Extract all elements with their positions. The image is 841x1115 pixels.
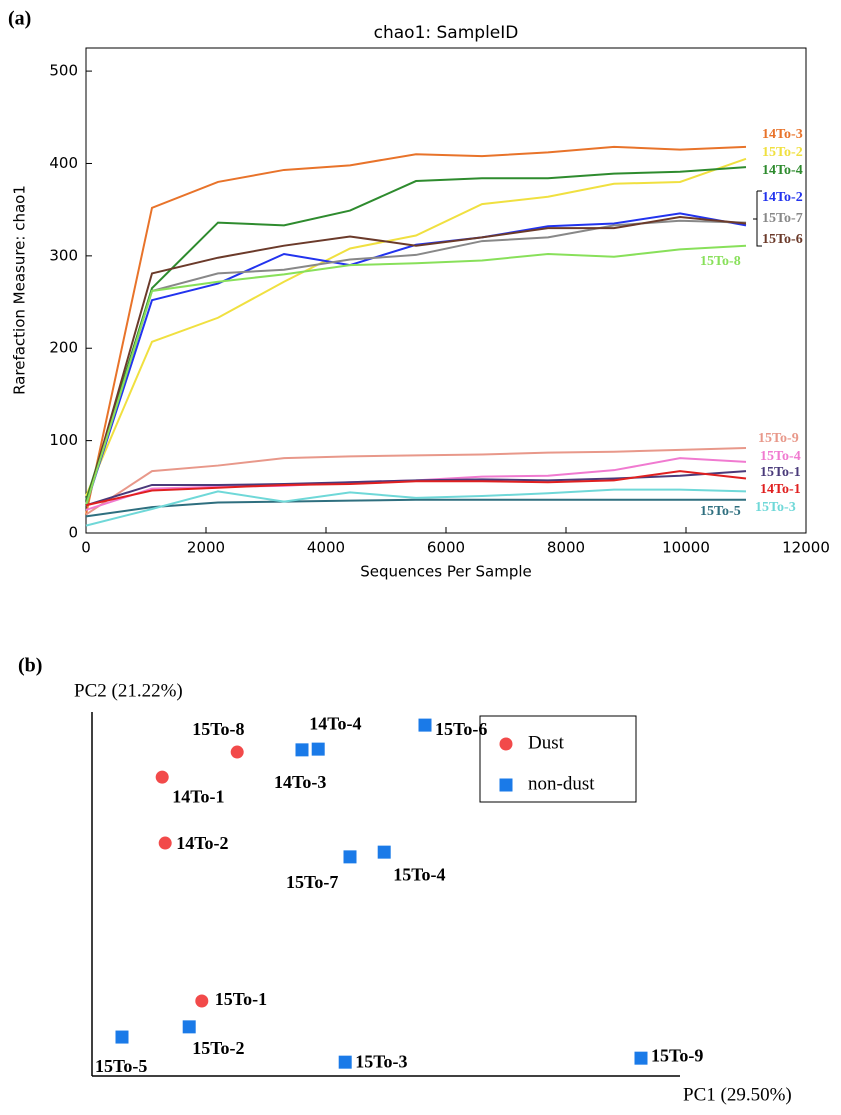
series-label: 15To-7 bbox=[762, 211, 803, 226]
series-line bbox=[85, 498, 746, 518]
point-label: 15To-7 bbox=[286, 872, 338, 892]
y-tick-label: 100 bbox=[49, 431, 78, 449]
x-tick-label: 8000 bbox=[547, 539, 585, 557]
point bbox=[230, 745, 244, 759]
point-label: 15To-9 bbox=[651, 1045, 703, 1065]
point bbox=[338, 1055, 352, 1069]
series-label: 15To-6 bbox=[762, 232, 803, 247]
point-label: 15To-4 bbox=[393, 864, 445, 884]
chart-title: chao1: SampleID bbox=[374, 23, 519, 43]
series-label: 15To-8 bbox=[700, 254, 741, 269]
series-line bbox=[85, 244, 747, 506]
point bbox=[155, 770, 169, 784]
series-label: 14To-1 bbox=[760, 482, 801, 497]
y-tick-label: 200 bbox=[49, 339, 78, 357]
bracket bbox=[753, 190, 762, 247]
x-tick-label: 12000 bbox=[782, 539, 830, 557]
x-tick-label: 10000 bbox=[662, 539, 710, 557]
series-label: 15To-1 bbox=[760, 465, 801, 480]
series-label: 15To-5 bbox=[700, 504, 741, 519]
series-label: 15To-2 bbox=[762, 145, 803, 160]
point-label: 15To-1 bbox=[215, 989, 267, 1009]
point bbox=[182, 1020, 196, 1034]
series-label: 14To-4 bbox=[762, 163, 803, 178]
y-axis-label: PC2 (21.22%) bbox=[74, 680, 183, 701]
series-line bbox=[85, 157, 747, 497]
point bbox=[343, 850, 357, 864]
series-line bbox=[85, 447, 747, 516]
x-tick-label: 2000 bbox=[187, 539, 225, 557]
point-label: 14To-4 bbox=[309, 713, 361, 733]
series-line bbox=[85, 145, 747, 515]
x-tick-label: 6000 bbox=[427, 539, 465, 557]
point-label: 14To-2 bbox=[176, 833, 228, 853]
point bbox=[158, 836, 172, 850]
x-axis-label: Sequences Per Sample bbox=[360, 563, 532, 581]
x-tick-label: 0 bbox=[81, 539, 91, 557]
y-tick-label: 0 bbox=[68, 524, 78, 542]
y-axis-label: Rarefaction Measure: chao1 bbox=[11, 185, 29, 395]
point-label: 14To-3 bbox=[274, 772, 326, 792]
series-label: 15To-4 bbox=[760, 449, 801, 464]
point-label: 15To-5 bbox=[95, 1056, 147, 1076]
point bbox=[311, 742, 325, 756]
series-label: 14To-3 bbox=[762, 127, 803, 142]
point bbox=[634, 1051, 648, 1065]
legend-marker bbox=[499, 778, 513, 792]
point-label: 15To-2 bbox=[192, 1038, 244, 1058]
y-tick-label: 400 bbox=[49, 154, 78, 172]
y-tick-label: 500 bbox=[49, 62, 78, 80]
series-label: 14To-2 bbox=[762, 190, 803, 205]
panel-label: (b) bbox=[18, 655, 42, 677]
point bbox=[195, 994, 209, 1008]
point bbox=[377, 845, 391, 859]
x-axis-label: PC1 (29.50%) bbox=[683, 1084, 792, 1105]
series-line bbox=[85, 488, 747, 527]
series-line bbox=[85, 470, 747, 507]
panel-label: (a) bbox=[8, 8, 31, 30]
point-label: 14To-1 bbox=[172, 786, 224, 806]
point-label: 15To-3 bbox=[355, 1051, 407, 1071]
series-line bbox=[85, 166, 747, 501]
point-label: 15To-6 bbox=[435, 719, 487, 739]
legend-label: Dust bbox=[528, 732, 565, 753]
point bbox=[115, 1030, 129, 1044]
legend-label: non-dust bbox=[528, 773, 595, 794]
series-label: 15To-9 bbox=[758, 431, 799, 446]
y-tick-label: 300 bbox=[49, 246, 78, 264]
series-line bbox=[85, 212, 747, 506]
point-label: 15To-8 bbox=[192, 719, 244, 739]
series-line bbox=[85, 216, 747, 506]
x-tick-label: 4000 bbox=[307, 539, 345, 557]
legend-marker bbox=[499, 737, 513, 751]
point bbox=[418, 718, 432, 732]
point bbox=[295, 743, 309, 757]
series-label: 15To-3 bbox=[755, 500, 796, 515]
